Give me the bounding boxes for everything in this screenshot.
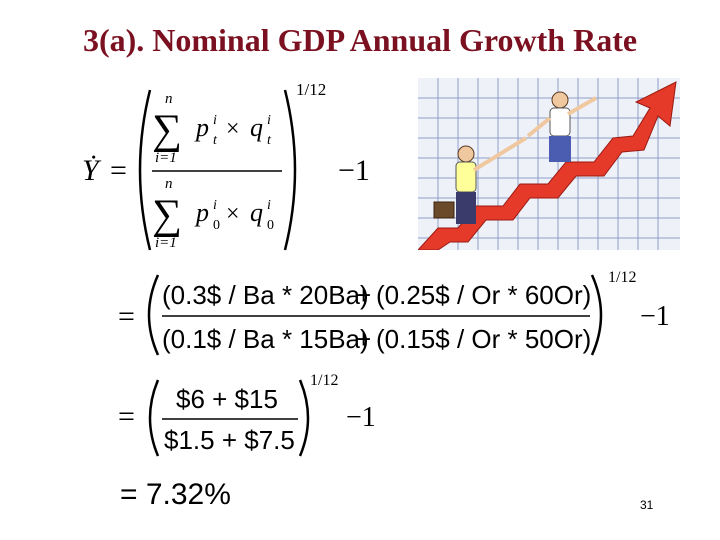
- right-paren-1: [283, 89, 297, 251]
- businessman-lower: [433, 136, 528, 224]
- exponent-3: 1/12: [310, 372, 338, 389]
- sum-sign-2: ∑: [152, 192, 182, 238]
- p-sub-0: 0: [213, 218, 220, 233]
- p-sup-i: i: [213, 113, 217, 128]
- growth-clipart: [418, 78, 680, 250]
- left-paren-2: [147, 274, 160, 356]
- equals-sign-1: =: [110, 154, 127, 187]
- q-sub-0: 0: [267, 218, 274, 233]
- q-0: q: [250, 198, 263, 227]
- p-t: p: [194, 113, 209, 142]
- slide-number: 31: [640, 498, 654, 512]
- sum-upper-n-1: n: [165, 91, 173, 107]
- numerator-plus: +: [356, 280, 371, 310]
- left-paren-3: [148, 379, 160, 457]
- denominator-term-b: (0.15$ / Or * 50Or): [376, 324, 591, 354]
- businessman-upper: [526, 91, 597, 162]
- ydot-symbol: Ẏ: [82, 154, 102, 187]
- minus-one-2: −1: [640, 301, 670, 332]
- right-paren-3: [298, 379, 310, 457]
- numerator-term-b: (0.25$ / Or * 60Or): [376, 280, 591, 310]
- equals-sign-2: =: [118, 300, 135, 333]
- minus-one-1: −1: [338, 154, 370, 187]
- sum-lower-1: i=1: [155, 150, 177, 166]
- exponent-2: 1/12: [608, 269, 636, 286]
- p-0: p: [194, 198, 209, 227]
- minus-one-3: −1: [346, 402, 376, 433]
- q-sup-i: i: [267, 113, 271, 128]
- result-value: = 7.32%: [120, 478, 231, 511]
- q0-sup-i: i: [267, 198, 271, 213]
- p0-sup-i: i: [213, 198, 217, 213]
- sum-sign-1: ∑: [152, 107, 182, 153]
- left-paren-1: [138, 89, 152, 251]
- denominator-plus: +: [356, 324, 371, 354]
- times-2: ×: [226, 201, 240, 227]
- sum-upper-n-2: n: [165, 176, 173, 192]
- q-t: q: [250, 113, 263, 142]
- denominator-3: $1.5 + $7.5: [164, 425, 295, 455]
- right-paren-2: [590, 274, 603, 356]
- q-sub-t: t: [267, 133, 272, 148]
- slide-title: 3(a). Nominal GDP Annual Growth Rate: [82, 22, 638, 58]
- red-staircase-arrow: [418, 81, 677, 250]
- equals-sign-3: =: [118, 400, 135, 433]
- sum-lower-2: i=1: [155, 235, 177, 251]
- p-sub-t: t: [213, 133, 218, 148]
- times-1: ×: [226, 116, 240, 142]
- numerator-term-a: (0.3$ / Ba * 20Ba): [162, 280, 369, 310]
- numerator-3: $6 + $15: [176, 384, 278, 414]
- exponent-1: 1/12: [296, 80, 326, 99]
- denominator-term-a: (0.1$ / Ba * 15Ba): [162, 324, 369, 354]
